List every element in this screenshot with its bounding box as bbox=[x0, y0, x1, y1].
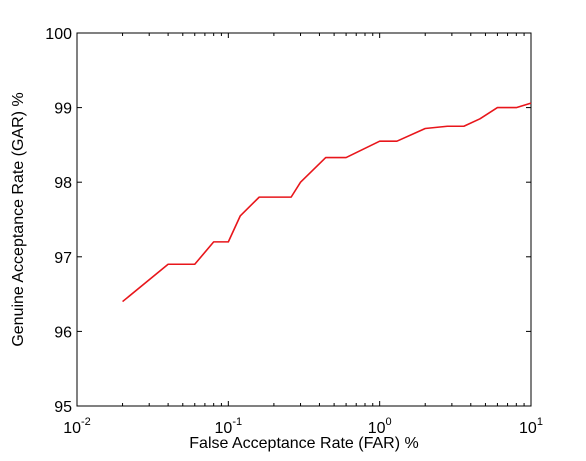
x-tick-base: 10 bbox=[63, 420, 81, 437]
x-tick-base: 10 bbox=[368, 420, 386, 437]
x-tick-exponent: 1 bbox=[537, 416, 543, 428]
y-tick-label: 96 bbox=[54, 324, 72, 341]
y-tick-label: 98 bbox=[54, 175, 72, 192]
y-tick-label: 99 bbox=[54, 101, 72, 118]
x-tick-base: 10 bbox=[519, 420, 537, 437]
plot-area bbox=[76, 32, 532, 407]
x-tick-label: 101 bbox=[519, 416, 543, 437]
series-line bbox=[122, 102, 532, 303]
x-tick-base: 10 bbox=[215, 420, 233, 437]
y-axis: 95 96 97 98 99 100 bbox=[45, 26, 531, 416]
x-tick-label: 100 bbox=[368, 416, 392, 437]
series-layer bbox=[122, 102, 532, 303]
x-axis: 10-2 10-1 100 101 bbox=[63, 33, 543, 437]
x-tick-exponent: -2 bbox=[81, 416, 91, 428]
y-axis-label: Genuine Acceptance Rate (GAR) % bbox=[10, 92, 27, 346]
x-axis-label: False Acceptance Rate (FAR) % bbox=[189, 435, 418, 452]
x-tick-exponent: -1 bbox=[232, 416, 242, 428]
y-tick-label: 100 bbox=[45, 26, 72, 43]
x-tick-exponent: 0 bbox=[386, 416, 392, 428]
x-tick-label: 10-2 bbox=[63, 416, 91, 437]
y-tick-label: 97 bbox=[54, 250, 72, 267]
x-tick-label: 10-1 bbox=[215, 416, 243, 437]
y-tick-label: 95 bbox=[54, 399, 72, 416]
